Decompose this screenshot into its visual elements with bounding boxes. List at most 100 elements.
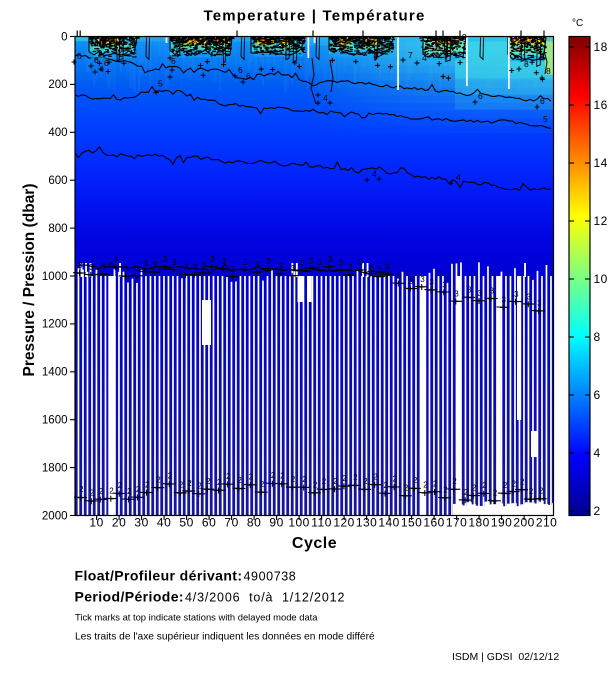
svg-text:2: 2 — [79, 485, 84, 494]
svg-text:2: 2 — [271, 471, 276, 480]
svg-text:3: 3 — [317, 258, 322, 267]
svg-text:3: 3 — [467, 286, 472, 295]
svg-text:2: 2 — [145, 480, 150, 489]
svg-text:Period/Période:: Period/Période: — [75, 589, 184, 605]
svg-text:6: 6 — [238, 65, 243, 75]
svg-text:90: 90 — [269, 516, 283, 530]
svg-text:3: 3 — [339, 258, 344, 267]
svg-text:3: 3 — [266, 257, 271, 266]
svg-text:2: 2 — [373, 472, 378, 481]
svg-text:6: 6 — [246, 71, 251, 81]
svg-text:1400: 1400 — [42, 367, 68, 379]
svg-text:2: 2 — [423, 481, 428, 490]
svg-text:Tick marks at top indicate sta: Tick marks at top indicate stations with… — [75, 612, 318, 623]
svg-text:2: 2 — [109, 486, 114, 495]
svg-text:3: 3 — [201, 261, 206, 270]
svg-text:210: 210 — [536, 516, 558, 530]
svg-text:100: 100 — [288, 516, 310, 530]
svg-text:2: 2 — [539, 487, 544, 496]
svg-text:2: 2 — [493, 489, 498, 498]
svg-text:70: 70 — [224, 516, 238, 530]
svg-text:1200: 1200 — [42, 319, 68, 331]
svg-text:2: 2 — [260, 480, 265, 489]
svg-text:3: 3 — [454, 290, 459, 299]
svg-text:3: 3 — [377, 265, 382, 274]
svg-text:1600: 1600 — [42, 415, 68, 427]
svg-text:60: 60 — [202, 516, 216, 530]
svg-text:2: 2 — [452, 477, 457, 486]
svg-text:2: 2 — [99, 487, 104, 496]
svg-text:12: 12 — [594, 214, 608, 228]
svg-text:5: 5 — [158, 79, 163, 89]
svg-text:8: 8 — [524, 59, 529, 69]
svg-text:3: 3 — [102, 262, 107, 271]
svg-text:14: 14 — [594, 156, 608, 170]
svg-text:2: 2 — [179, 481, 184, 490]
svg-text:ISDM | GDSI 02/12/12: ISDM | GDSI 02/12/12 — [452, 651, 559, 663]
svg-text:3: 3 — [114, 255, 119, 264]
svg-text:2: 2 — [384, 481, 389, 490]
svg-text:2: 2 — [226, 472, 231, 481]
svg-text:3: 3 — [89, 263, 94, 272]
svg-text:Les traits de l'axe supérieur: Les traits de l'axe supérieur indiquent … — [75, 632, 375, 643]
svg-text:Float/Profileur dérivant:: Float/Profileur dérivant: — [75, 568, 243, 584]
svg-text:10: 10 — [594, 272, 608, 286]
svg-text:6: 6 — [478, 91, 483, 101]
svg-text:3: 3 — [490, 287, 495, 296]
svg-text:2: 2 — [322, 477, 327, 486]
svg-text:18: 18 — [594, 40, 608, 54]
svg-text:4900738: 4900738 — [244, 570, 297, 584]
svg-text:2: 2 — [90, 489, 95, 498]
svg-text:400: 400 — [48, 127, 67, 139]
svg-text:3: 3 — [397, 272, 402, 281]
svg-text:2: 2 — [342, 474, 347, 483]
svg-text:2: 2 — [237, 476, 242, 485]
svg-text:2: 2 — [512, 479, 517, 488]
svg-text:3: 3 — [514, 290, 519, 299]
svg-text:3: 3 — [429, 278, 434, 287]
svg-text:160: 160 — [423, 516, 445, 530]
svg-text:40: 40 — [157, 516, 171, 530]
svg-text:2: 2 — [156, 475, 161, 484]
svg-text:3: 3 — [527, 292, 532, 301]
svg-text:2: 2 — [482, 481, 487, 490]
svg-text:110: 110 — [311, 516, 332, 530]
svg-text:2: 2 — [333, 477, 338, 486]
svg-text:20: 20 — [112, 516, 126, 530]
svg-text:3: 3 — [210, 255, 215, 264]
svg-text:4: 4 — [323, 93, 328, 103]
svg-text:3: 3 — [420, 275, 425, 284]
svg-text:6: 6 — [594, 388, 601, 402]
svg-text:120: 120 — [333, 516, 355, 530]
svg-text:140: 140 — [378, 516, 400, 530]
svg-text:2: 2 — [280, 472, 285, 481]
svg-text:2: 2 — [443, 486, 448, 495]
svg-text:Pressure / Pression (dbar): Pressure / Pression (dbar) — [21, 184, 38, 377]
svg-text:3: 3 — [409, 277, 414, 286]
svg-text:2: 2 — [363, 477, 368, 486]
svg-text:3: 3 — [184, 263, 189, 272]
svg-text:5: 5 — [543, 114, 548, 124]
svg-text:6: 6 — [379, 46, 384, 56]
svg-text:3: 3 — [172, 258, 177, 267]
svg-text:3: 3 — [143, 260, 148, 269]
svg-text:2: 2 — [187, 479, 192, 488]
svg-text:200: 200 — [513, 516, 535, 530]
svg-text:4: 4 — [594, 446, 601, 460]
svg-text:Temperature | Température: Temperature | Température — [203, 8, 425, 25]
svg-text:6: 6 — [104, 58, 109, 68]
svg-text:2: 2 — [413, 476, 418, 485]
svg-text:3: 3 — [243, 258, 248, 267]
svg-text:3: 3 — [78, 261, 83, 270]
svg-text:6: 6 — [77, 51, 82, 61]
svg-text:50: 50 — [179, 516, 193, 530]
svg-text:2: 2 — [594, 504, 601, 518]
svg-text:150: 150 — [401, 516, 423, 530]
svg-text:3: 3 — [502, 296, 507, 305]
svg-text:3: 3 — [358, 258, 363, 267]
svg-text:2: 2 — [313, 481, 318, 490]
svg-text:800: 800 — [48, 223, 67, 235]
svg-text:2: 2 — [503, 481, 508, 490]
svg-text:130: 130 — [356, 516, 378, 530]
svg-text:3: 3 — [124, 264, 129, 273]
